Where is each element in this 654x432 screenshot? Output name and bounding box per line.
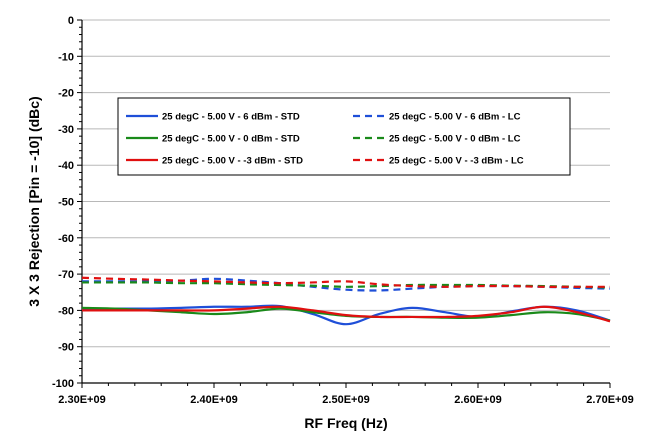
series-line: [81, 305, 611, 323]
y-tick-label: -70: [58, 269, 74, 281]
x-tick-label: 2.40E+09: [190, 394, 237, 406]
tick-labels: 0 -10 -20 -30 -40 -50 -60 -70 -80 -90 -100 2.30E+09…: [52, 15, 634, 406]
y-tick-label: -60: [58, 233, 74, 245]
y-tick-label: -80: [58, 305, 74, 317]
x-tick-label: 2.50E+09: [322, 394, 369, 406]
x-axis-title: RF Freq (Hz): [304, 415, 387, 431]
y-tick-label: -40: [58, 160, 74, 172]
series-lines: [81, 276, 611, 326]
x-tick-label: 2.60E+09: [454, 394, 501, 406]
legend-label: 25 degC - 5.00 V - 0 dBm - LC: [389, 134, 521, 145]
series-line: [81, 276, 610, 288]
y-tick-label: -50: [58, 197, 74, 209]
y-axis-title: 3 X 3 Rejection [Pin = -10] (dBc): [26, 96, 42, 306]
y-tick-label: -90: [58, 342, 74, 354]
y-tick-label: -100: [52, 378, 74, 390]
legend-label: 25 degC - 5.00 V - 6 dBm - LC: [389, 112, 521, 123]
legend-box: [117, 97, 571, 176]
y-tick-label: 0: [68, 15, 74, 27]
legend: 25 degC - 5.00 V - 6 dBm - STD 25 degC - …: [117, 97, 571, 176]
y-tick-label: -30: [58, 124, 74, 136]
x-tick-label: 2.70E+09: [586, 394, 633, 406]
legend-label: 25 degC - 5.00 V - 6 dBm - STD: [162, 112, 300, 123]
x-tick-label: 2.30E+09: [58, 394, 105, 406]
axes: [77, 19, 611, 388]
y-tick-label: -10: [58, 51, 74, 63]
legend-label: 25 degC - 5.00 V - -3 dBm - LC: [389, 156, 524, 167]
legend-label: 25 degC - 5.00 V - -3 dBm - STD: [162, 156, 303, 167]
legend-label: 25 degC - 5.00 V - 0 dBm - STD: [162, 134, 300, 145]
gridlines: [82, 19, 610, 348]
y-tick-label: -20: [58, 88, 74, 100]
